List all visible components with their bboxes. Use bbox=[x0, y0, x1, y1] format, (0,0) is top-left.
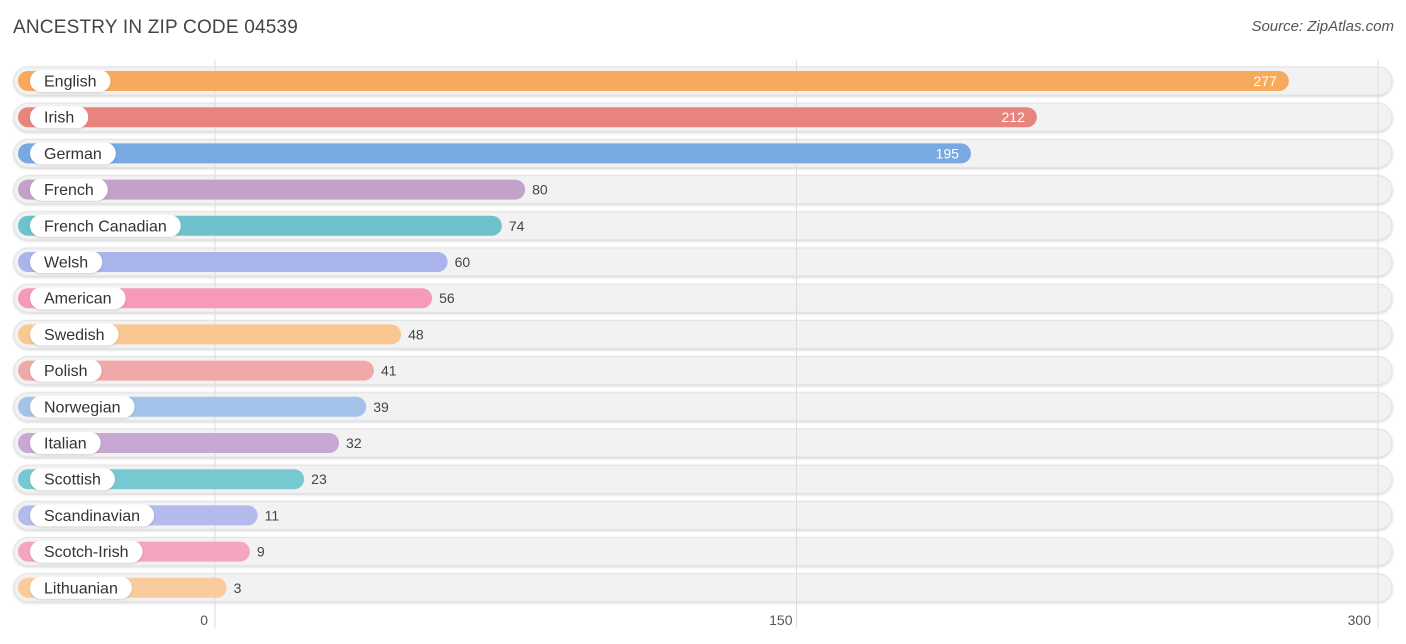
value-label: 74 bbox=[509, 218, 525, 234]
category-label: Italian bbox=[44, 436, 87, 453]
bar bbox=[18, 179, 526, 200]
bar bbox=[18, 71, 1289, 91]
category-label-pill bbox=[30, 432, 101, 454]
category-label-pill bbox=[30, 287, 126, 310]
bar bbox=[18, 107, 1037, 128]
category-label-pill bbox=[30, 178, 108, 201]
category-label-pill bbox=[30, 540, 143, 563]
row-track bbox=[13, 573, 1393, 603]
category-label: German bbox=[44, 146, 102, 163]
value-label: 11 bbox=[265, 507, 280, 523]
x-tick-label: 150 bbox=[769, 612, 793, 628]
value-label: 277 bbox=[1253, 73, 1277, 89]
row-track bbox=[13, 500, 1393, 530]
x-tick-label: 300 bbox=[1348, 612, 1372, 628]
category-label: Lithuanian bbox=[44, 580, 118, 597]
row-track bbox=[13, 537, 1393, 567]
category-label: English bbox=[44, 74, 96, 91]
category-label-pill bbox=[30, 106, 89, 129]
category-label: Swedish bbox=[44, 327, 104, 344]
category-label: Norwegian bbox=[44, 399, 120, 416]
value-label: 80 bbox=[532, 182, 548, 198]
category-label: Scandinavian bbox=[44, 508, 140, 525]
value-label: 41 bbox=[381, 363, 397, 379]
value-label: 32 bbox=[346, 435, 362, 451]
value-label: 60 bbox=[455, 254, 471, 270]
category-label-pill bbox=[30, 468, 115, 491]
category-label-pill bbox=[30, 359, 102, 382]
category-label-pill bbox=[30, 214, 181, 237]
category-label-pill bbox=[30, 504, 155, 527]
category-label: Irish bbox=[44, 110, 74, 127]
row-track bbox=[13, 428, 1393, 458]
value-label: 9 bbox=[257, 544, 265, 560]
bar bbox=[18, 360, 374, 381]
row-track bbox=[13, 464, 1393, 494]
x-tick-label: 0 bbox=[200, 612, 208, 628]
chart-title: ANCESTRY IN ZIP CODE 04539 bbox=[13, 17, 299, 38]
category-label-pill bbox=[30, 70, 111, 92]
category-label-pill bbox=[30, 576, 132, 599]
category-label-pill bbox=[30, 323, 119, 346]
bar bbox=[18, 143, 971, 164]
value-label: 48 bbox=[408, 326, 424, 342]
category-label: American bbox=[44, 291, 112, 308]
category-label: Scotch-Irish bbox=[44, 544, 128, 561]
category-label: Welsh bbox=[44, 255, 88, 272]
category-label-pill bbox=[30, 142, 116, 165]
category-label-pill bbox=[30, 395, 135, 418]
category-label: Polish bbox=[44, 363, 88, 380]
category-label-pill bbox=[30, 251, 103, 273]
value-label: 56 bbox=[439, 290, 455, 306]
category-label: Scottish bbox=[44, 472, 101, 489]
bar bbox=[18, 252, 448, 272]
category-label: French Canadian bbox=[44, 218, 167, 235]
value-label: 195 bbox=[936, 145, 960, 161]
category-label: French bbox=[44, 182, 94, 199]
value-label: 3 bbox=[234, 580, 242, 596]
value-label: 212 bbox=[1001, 109, 1025, 125]
value-label: 39 bbox=[373, 399, 389, 415]
value-label: 23 bbox=[311, 471, 327, 487]
chart-source: Source: ZipAtlas.com bbox=[1251, 18, 1394, 35]
